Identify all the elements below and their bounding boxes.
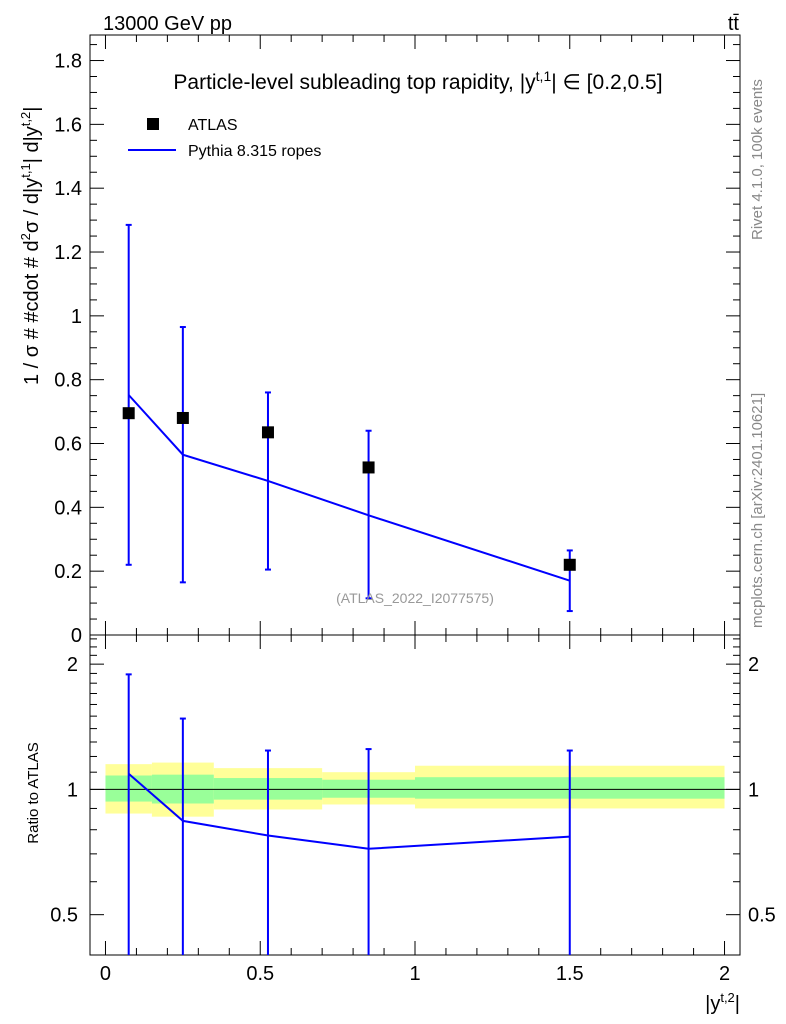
ratio-y-tick-label-right: 0.5	[748, 905, 776, 927]
data-point-marker	[362, 461, 375, 474]
source-label: mcplots.cern.ch [arXiv:2401.10621]	[749, 393, 766, 628]
ratio-y-tick-label: 2	[67, 654, 78, 676]
mc-curve	[127, 394, 571, 582]
main-y-tick-label: 0.8	[54, 370, 82, 392]
ratio-series-line	[128, 773, 570, 850]
main-panel: 0 0.2 0.4 0.6 0.8 1 1.2 1.4 1.6 1.8 (ATLAS_2022_I…	[54, 34, 741, 647]
legend-label-mc: Pythia 8.315 ropes	[188, 143, 321, 160]
data-point-marker	[176, 411, 189, 424]
main-y-tick-label: 1.8	[54, 51, 82, 73]
data-point-marker	[122, 407, 135, 420]
main-y-axis-label: 1 / σ # #cdot # d2σ / d|yt,1| d|yt,2|	[18, 107, 43, 385]
data-points	[122, 223, 576, 613]
main-y-ticks: 0 0.2 0.4 0.6 0.8 1 1.2 1.4 1.6 1.8	[54, 35, 740, 647]
legend-marker-atlas	[147, 118, 159, 130]
ratio-y-tick-label: 0.5	[50, 905, 78, 927]
x-tick-label: 0	[100, 963, 111, 985]
x-axis-label: |yt,2|	[705, 990, 740, 1015]
main-y-tick-label: 0.2	[54, 561, 82, 583]
mc-series-line	[127, 394, 571, 582]
data-point-marker	[563, 558, 576, 571]
ratio-y-tick-label-right: 1	[748, 779, 759, 801]
ratio-y-tick-label-right: 2	[748, 654, 759, 676]
main-y-tick-label: 0.6	[54, 434, 82, 456]
main-y-tick-label: 0	[71, 625, 82, 647]
main-y-tick-label: 1.4	[54, 178, 82, 200]
main-y-tick-label: 1.2	[54, 242, 82, 264]
rivet-label: Rivet 4.1.0, 100k events	[749, 79, 766, 240]
x-tick-label: 0.5	[246, 963, 274, 985]
main-y-tick-label: 0.4	[54, 497, 82, 519]
main-y-tick-label: 1	[71, 306, 82, 328]
energy-label: 13000 GeV pp	[103, 13, 232, 35]
chart-title: Particle-level subleading top rapidity, …	[173, 68, 662, 94]
x-tick-label: 1	[409, 963, 420, 985]
ratio-panel: 0.5 0.5 1 1 2 2 0 0.5 1 1.5 2	[50, 634, 776, 985]
data-point-marker	[261, 426, 274, 439]
x-tick-label: 2	[719, 963, 730, 985]
main-y-tick-label: 1.6	[54, 114, 82, 136]
legend-label-atlas: ATLAS	[188, 117, 238, 134]
ratio-y-axis-label: Ratio to ATLAS	[25, 742, 42, 843]
analysis-watermark: (ATLAS_2022_I2077575)	[336, 590, 494, 606]
ratio-ticks: 0.5 0.5 1 1 2 2 0 0.5 1 1.5 2	[50, 635, 776, 985]
process-label: tt̄	[728, 13, 740, 35]
x-tick-label: 1.5	[556, 963, 584, 985]
ratio-y-tick-label: 1	[67, 779, 78, 801]
ratio-curve	[125, 673, 573, 955]
